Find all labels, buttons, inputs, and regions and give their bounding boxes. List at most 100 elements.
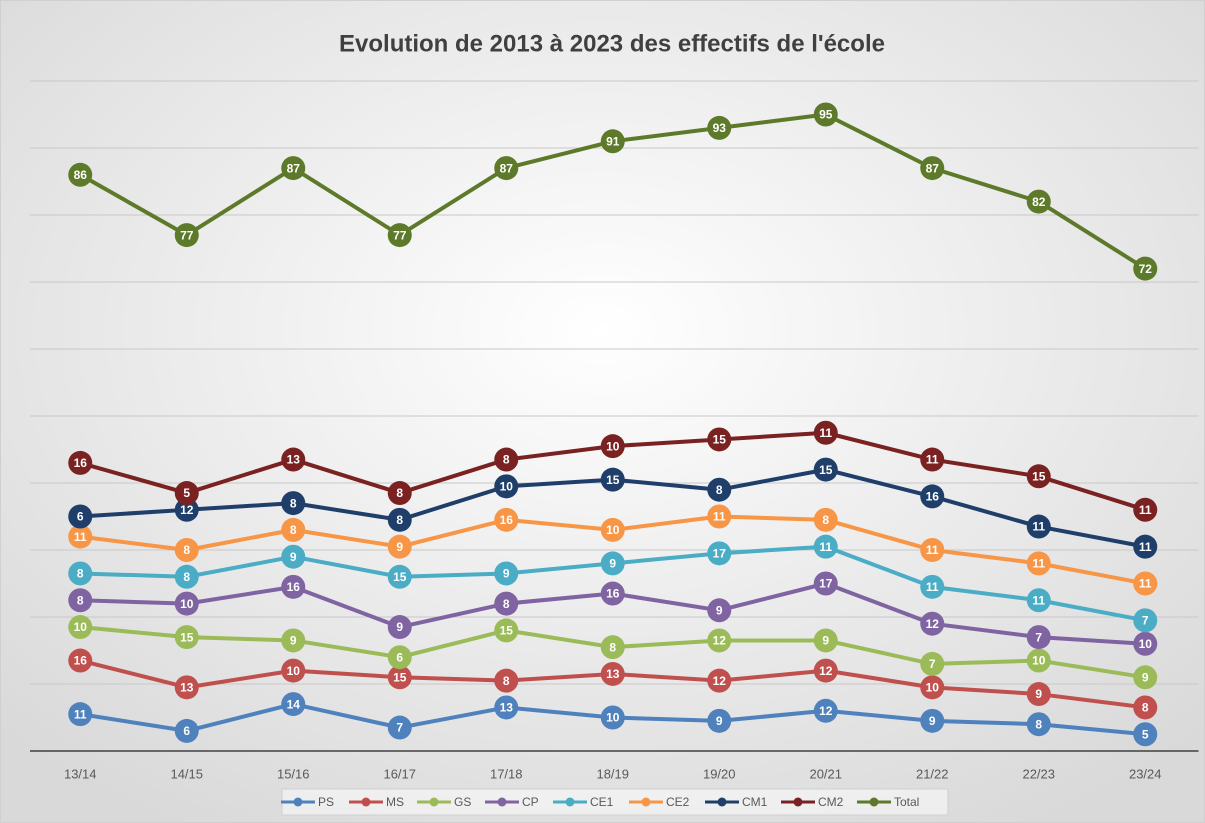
data-label: 15 — [713, 433, 727, 447]
data-point — [387, 715, 412, 740]
data-point — [387, 645, 412, 670]
x-tick-label: 15/16 — [277, 766, 310, 781]
data-point — [600, 434, 625, 459]
data-label: 8 — [77, 567, 84, 581]
data-point — [281, 574, 306, 599]
legend-label: PS — [318, 795, 334, 809]
data-point — [1133, 497, 1158, 522]
data-point — [920, 675, 945, 700]
data-point — [600, 635, 625, 660]
data-label: 15 — [819, 463, 833, 477]
data-label: 16 — [500, 513, 514, 527]
data-point — [281, 447, 306, 472]
data-point — [281, 544, 306, 569]
data-point — [494, 668, 519, 693]
data-point — [707, 427, 732, 452]
x-tick-label: 21/22 — [916, 766, 949, 781]
data-point — [387, 534, 412, 559]
data-label: 17 — [713, 547, 727, 561]
data-point — [707, 598, 732, 623]
data-point — [68, 648, 93, 673]
data-point — [387, 615, 412, 640]
data-point — [600, 467, 625, 492]
data-point — [1133, 608, 1158, 633]
data-label: 15 — [393, 570, 407, 584]
data-point — [387, 507, 412, 532]
data-point — [174, 625, 199, 650]
data-point — [1026, 712, 1051, 737]
data-point — [494, 474, 519, 499]
data-point — [68, 702, 93, 727]
data-label: 12 — [713, 634, 727, 648]
data-point — [174, 223, 199, 248]
data-label: 11 — [819, 426, 832, 440]
legend-label: CM2 — [818, 795, 844, 809]
data-point — [920, 156, 945, 181]
data-label: 6 — [77, 510, 84, 524]
data-point — [707, 708, 732, 733]
data-label: 93 — [713, 121, 727, 135]
data-label: 9 — [716, 603, 723, 617]
data-point — [1026, 648, 1051, 673]
data-point — [600, 661, 625, 686]
data-point — [68, 504, 93, 529]
data-label: 8 — [396, 486, 403, 500]
legend-label: GS — [454, 795, 471, 809]
data-point — [600, 705, 625, 730]
data-point — [813, 698, 838, 723]
data-point — [494, 561, 519, 586]
data-label: 12 — [819, 704, 833, 718]
legend-swatch-marker — [361, 797, 371, 807]
data-point — [1133, 665, 1158, 690]
legend-box — [281, 788, 949, 816]
data-label: 8 — [503, 453, 510, 467]
data-label: 87 — [287, 161, 301, 175]
data-point — [174, 718, 199, 743]
data-point — [1026, 551, 1051, 576]
data-label: 11 — [1139, 540, 1152, 554]
data-point — [68, 162, 93, 187]
data-label: 11 — [926, 580, 939, 594]
data-label: 8 — [503, 597, 510, 611]
data-label: 9 — [929, 714, 936, 728]
data-label: 91 — [606, 134, 620, 148]
data-point — [813, 420, 838, 445]
data-label: 16 — [74, 456, 88, 470]
data-label: 9 — [290, 550, 297, 564]
data-label: 16 — [606, 587, 620, 601]
data-label: 8 — [183, 570, 190, 584]
data-label: 13 — [287, 453, 301, 467]
legend-swatch-marker — [793, 797, 803, 807]
legend-swatch-marker — [293, 797, 303, 807]
data-point — [707, 628, 732, 653]
data-label: 9 — [290, 634, 297, 648]
data-point — [813, 102, 838, 127]
data-point — [600, 129, 625, 154]
data-label: 86 — [74, 168, 88, 182]
data-label: 95 — [819, 108, 833, 122]
data-point — [494, 156, 519, 181]
data-point — [494, 447, 519, 472]
data-point — [281, 692, 306, 717]
chart-title: Evolution de 2013 à 2023 des effectifs d… — [339, 30, 885, 57]
data-point — [174, 538, 199, 562]
data-point — [600, 581, 625, 606]
data-point — [387, 564, 412, 589]
data-point — [920, 611, 945, 636]
data-label: 9 — [822, 634, 829, 648]
data-point — [1133, 631, 1158, 656]
data-point — [920, 574, 945, 599]
data-point — [920, 447, 945, 472]
data-point — [68, 524, 93, 549]
data-label: 12 — [713, 674, 727, 688]
data-label: 8 — [396, 513, 403, 527]
data-point — [920, 538, 945, 562]
data-label: 9 — [1035, 687, 1042, 701]
data-label: 8 — [503, 674, 510, 688]
data-point — [494, 507, 519, 532]
legend-label: Total — [894, 795, 919, 809]
data-label: 15 — [180, 630, 194, 644]
data-point — [68, 588, 93, 613]
data-label: 15 — [606, 473, 620, 487]
